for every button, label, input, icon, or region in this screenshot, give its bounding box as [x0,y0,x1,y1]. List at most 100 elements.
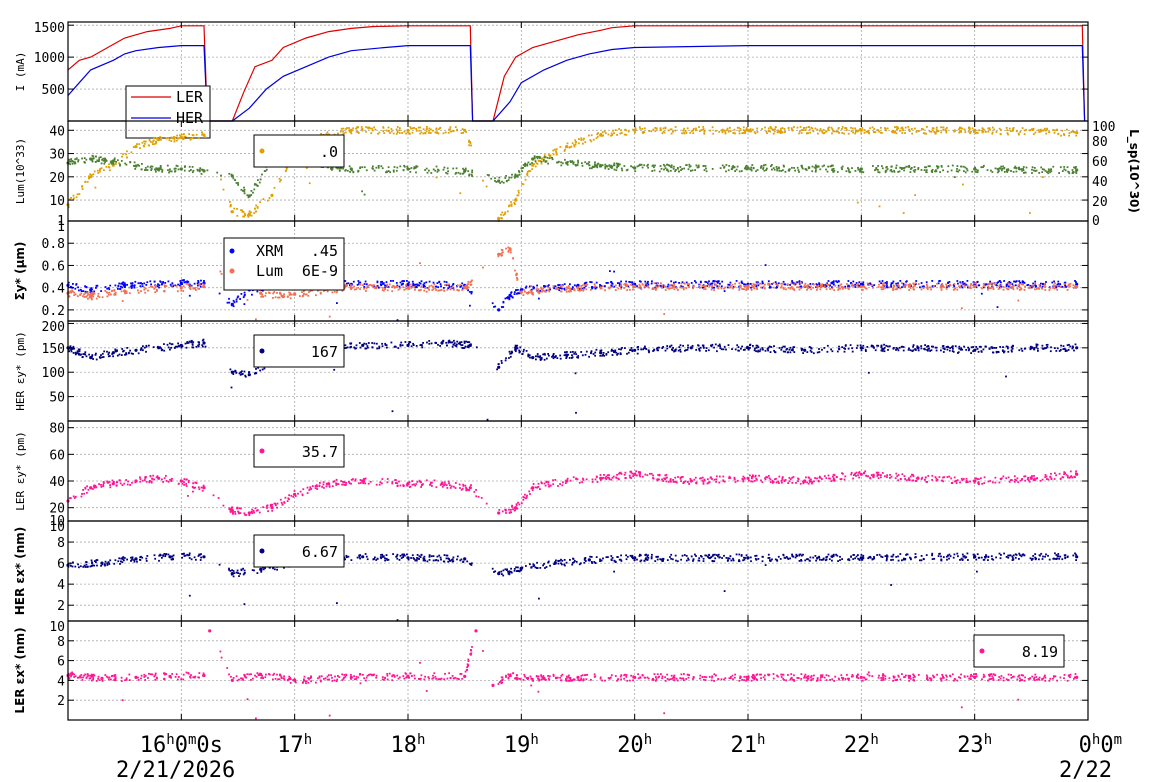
data-point [110,293,112,296]
data-point [655,128,658,130]
data-point [1040,130,1043,133]
data-point [605,478,608,480]
data-point [133,161,136,164]
data-point [786,351,789,354]
data-point [816,286,819,289]
y-tick-label: 50 [49,391,65,406]
data-point [526,163,529,166]
data-point [1010,349,1013,352]
data-point [907,348,910,351]
data-point [100,167,103,170]
data-point [961,348,964,351]
data-point [1066,166,1069,169]
data-point [539,290,542,292]
data-point [797,169,800,171]
data-point [704,288,707,291]
data-point [634,126,637,129]
data-point [889,477,891,479]
data-point [197,345,200,348]
data-point [361,343,365,347]
data-point [123,284,125,287]
data-point [140,282,142,284]
data-point [1075,172,1078,174]
panel-1 [66,120,1089,222]
data-point [556,357,559,359]
data-point [90,174,93,177]
data-point [970,283,972,285]
y-tick-label: 1 [57,214,65,229]
data-point [106,350,108,353]
data-point [652,474,654,477]
data-point [179,280,182,282]
data-point [516,277,518,279]
data-point [577,355,580,357]
data-point [424,169,426,171]
data-point [420,285,423,288]
data-point [1063,286,1065,289]
data-point [561,162,564,165]
data-point [734,282,736,285]
data-point [763,169,766,172]
data-point [1031,168,1033,171]
data-point [1050,168,1052,171]
data-point [325,133,328,135]
data-point [202,341,206,345]
data-point [594,285,597,288]
data-point [374,287,376,289]
data-point [618,348,620,351]
data-point [624,128,626,131]
data-point [563,283,566,285]
data-point [539,355,542,358]
data-point [415,166,417,169]
data-point [923,169,926,171]
data-point [589,139,592,141]
data-point [419,126,422,129]
data-point [880,474,882,476]
data-point [564,482,567,484]
data-point [616,163,619,166]
data-point [538,356,541,359]
data-point [78,193,81,195]
data-point [890,130,893,133]
data-point [416,283,418,286]
data-point [468,486,472,490]
data-point [710,288,713,291]
data-point [177,283,179,286]
data-point [692,127,695,130]
data-point [847,132,850,135]
data-point [788,168,791,171]
data-point [242,211,245,213]
data-point [128,292,131,295]
data-point [462,172,465,175]
data-point [516,175,519,178]
data-point [373,169,376,172]
data-point [902,349,905,352]
data-point [375,287,378,290]
data-point [515,273,518,276]
data-point [440,289,443,291]
data-point [507,179,510,181]
data-point [164,282,167,284]
data-point [806,285,808,287]
data-point [1064,284,1067,287]
data-point [790,127,793,130]
data-point [363,286,366,288]
data-point [880,282,882,285]
data-point [807,284,810,287]
data-point [521,167,524,169]
data-point [515,504,518,506]
data-point [958,130,961,133]
data-point [821,130,824,133]
data-point [78,352,80,355]
data-point [1011,130,1014,132]
data-point [1071,130,1074,133]
data-point [812,286,815,289]
data-point [989,287,992,290]
data-point [1045,344,1048,346]
data-point [777,129,780,132]
data-point [157,476,161,480]
data-point [118,282,121,285]
data-point [74,293,77,296]
data-point [1018,283,1021,286]
data-point [880,346,883,349]
